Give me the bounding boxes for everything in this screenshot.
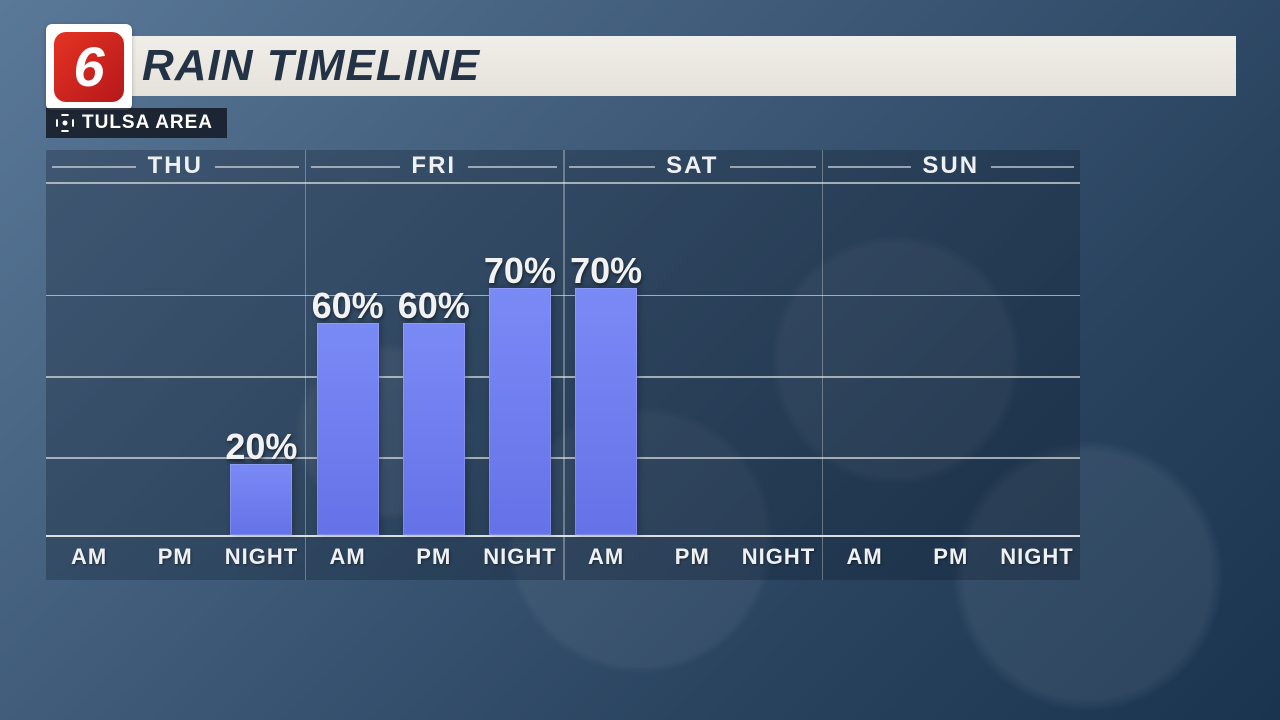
period-label: PM xyxy=(391,544,477,570)
period-label: AM xyxy=(46,544,132,570)
location-tag: TULSA AREA xyxy=(46,108,227,138)
rain-timeline-chart: THUFRISATSUN 20%60%60%70%70% AMPMNIGHTAM… xyxy=(46,150,1080,580)
timeline-slot xyxy=(908,182,994,535)
timeline-slot: 20% xyxy=(218,182,304,535)
period-label: NIGHT xyxy=(994,544,1080,570)
day-label: SAT xyxy=(658,152,726,180)
rain-chance-bar: 70% xyxy=(575,288,637,535)
timeline-slot xyxy=(822,182,908,535)
bar-value-label: 60% xyxy=(398,285,470,327)
day-label: SUN xyxy=(914,152,987,180)
graphic-title: RAIN TIMELINE xyxy=(142,41,480,91)
period-label: PM xyxy=(649,544,735,570)
day-column-header: SAT xyxy=(563,150,822,182)
rain-chance-bar: 60% xyxy=(403,323,465,535)
day-header-row: THU FRI SAT SUN xyxy=(46,150,1080,182)
timeline-slot xyxy=(649,182,735,535)
bar-plot: 20%60%60%70%70% xyxy=(46,182,1080,535)
station-logo: 6 xyxy=(46,24,132,110)
rain-chance-bar: 20% xyxy=(230,464,292,535)
bar-value-label: 70% xyxy=(484,250,556,292)
timeline-slot xyxy=(735,182,821,535)
bar-value-label: 60% xyxy=(312,285,384,327)
period-label: AM xyxy=(563,544,649,570)
location-label: TULSA AREA xyxy=(82,112,213,134)
period-label: NIGHT xyxy=(218,544,304,570)
focus-icon xyxy=(56,114,74,132)
timeline-slot: 60% xyxy=(305,182,391,535)
bar-value-label: 70% xyxy=(570,250,642,292)
day-column-header: FRI xyxy=(305,150,564,182)
period-label: NIGHT xyxy=(477,544,563,570)
title-bar: RAIN TIMELINE xyxy=(46,36,1236,96)
period-label: AM xyxy=(305,544,391,570)
timeline-slot xyxy=(132,182,218,535)
timeline-slot xyxy=(46,182,132,535)
period-label: NIGHT xyxy=(735,544,821,570)
rain-chance-bar: 60% xyxy=(317,323,379,535)
period-label: PM xyxy=(132,544,218,570)
day-label: FRI xyxy=(403,152,464,180)
day-column-header: THU xyxy=(46,150,305,182)
timeline-slot: 70% xyxy=(477,182,563,535)
timeline-slot: 70% xyxy=(563,182,649,535)
x-axis-labels: AMPMNIGHTAMPMNIGHTAMPMNIGHTAMPMNIGHT xyxy=(46,544,1080,570)
station-logo-number: 6 xyxy=(54,32,124,102)
period-label: PM xyxy=(908,544,994,570)
bar-value-label: 20% xyxy=(225,426,297,468)
day-column-header: SUN xyxy=(822,150,1081,182)
timeline-slot xyxy=(994,182,1080,535)
rain-chance-bar: 70% xyxy=(489,288,551,535)
day-label: THU xyxy=(140,152,211,180)
period-label: AM xyxy=(822,544,908,570)
timeline-slot: 60% xyxy=(391,182,477,535)
weather-graphic: RAIN TIMELINE 6 TULSA AREA THUFRISATSUN … xyxy=(0,0,1280,720)
